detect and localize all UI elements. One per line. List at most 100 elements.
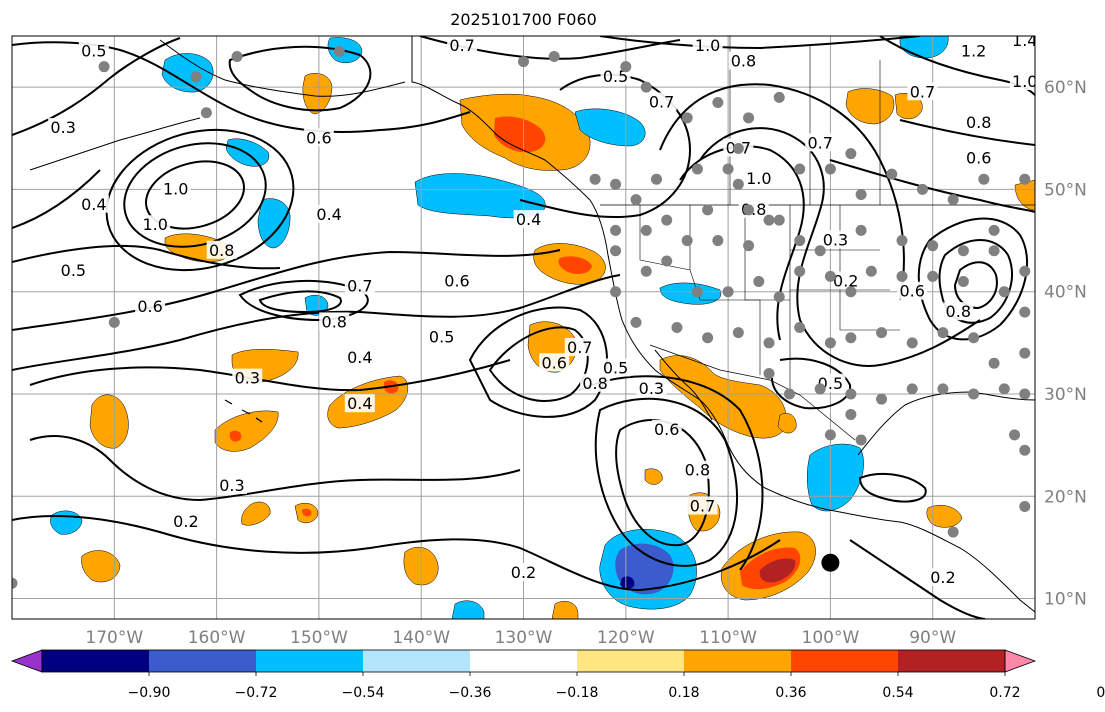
contour-label-bg [897, 281, 928, 300]
contour-label: 1.4 [1012, 31, 1037, 50]
anomaly-positive-core [229, 430, 242, 442]
contour-label: 0.6 [444, 271, 469, 290]
station-marker [722, 286, 734, 298]
station-marker [763, 368, 775, 380]
station-marker [845, 388, 857, 400]
station-marker [722, 163, 734, 175]
contour-label-bg [78, 194, 109, 213]
contour-label: 0.5 [603, 358, 628, 377]
contour-label: 0.4 [81, 195, 106, 214]
map-title: 2025101700 F060 [450, 10, 597, 29]
station-marker [906, 337, 918, 349]
contour-label: 0.2 [173, 512, 198, 531]
colorbar: −0.90 −0.72 −0.54 −0.36 −0.18 0.18 0.36 0.54 0.7… [10, 649, 1105, 701]
colorbar-segment [577, 650, 685, 672]
contour-label-bg [963, 112, 994, 131]
station-marker [824, 270, 836, 282]
colorbar-extend-high [1004, 649, 1037, 673]
station-marker [12, 577, 18, 589]
station-marker [732, 178, 744, 190]
contour-label-bg [135, 297, 166, 316]
colorbar-segment [149, 650, 257, 672]
longitude-tick-label: 120°W [597, 628, 655, 648]
contour-label-bg [447, 36, 478, 55]
contour-line [258, 290, 342, 314]
contour-label-bg [48, 118, 79, 137]
contour-label-bg [344, 276, 375, 295]
latitude-tick-label: 40°N [1044, 283, 1087, 303]
station-marker [906, 383, 918, 395]
contour-line [938, 239, 1013, 324]
contour-line [29, 359, 511, 392]
contour-label-bg [508, 562, 539, 581]
contour-label-bg [692, 36, 723, 55]
contour-label: 0.8 [731, 52, 756, 71]
station-marker [712, 235, 724, 247]
contour-label-bg [160, 179, 191, 198]
station-marker [1019, 347, 1031, 359]
contour-label-bg [963, 148, 994, 167]
station-marker [794, 235, 806, 247]
colorbar-segment [363, 650, 471, 672]
anomaly-positive-core [558, 256, 592, 274]
contour-label: 0.3 [50, 118, 75, 137]
station-marker [190, 71, 202, 83]
latitude-tick-label: 50°N [1044, 180, 1087, 200]
contour-label-bg [426, 327, 457, 346]
station-marker [702, 332, 714, 344]
contour-label: 0.6 [966, 149, 991, 168]
station-marker [896, 235, 908, 247]
contour-label: 0.3 [235, 369, 260, 388]
anomaly-positive-region [1014, 179, 1035, 211]
contour-line [12, 515, 781, 592]
station-marker [702, 204, 714, 216]
contour-line [29, 435, 521, 502]
latitude-tick-label: 20°N [1044, 487, 1087, 507]
contour-label: 0.7 [567, 338, 592, 357]
station-marker [1019, 444, 1031, 456]
contour-label: 1.0 [746, 169, 771, 188]
contour-label: 1.0 [695, 36, 720, 55]
station-marker [855, 434, 867, 446]
station-marker [814, 245, 826, 257]
colorbar-extend-low [10, 649, 43, 673]
colorbar-tick-label: 0.54 [882, 685, 913, 701]
anomaly-positive-region [551, 601, 579, 619]
station-marker [681, 112, 693, 124]
contour-label-bg [344, 394, 375, 413]
station-marker [947, 526, 959, 538]
station-marker [610, 224, 622, 236]
contour-label: 0.6 [137, 297, 162, 316]
station-marker [712, 96, 724, 108]
longitude-tick-labels: 170°W 160°W 150°W 140°W 130°W 120°W 110°W 100°W… [85, 628, 956, 648]
colorbar-segment [684, 650, 792, 672]
station-marker [916, 183, 928, 195]
station-marker [763, 337, 775, 349]
contour-label: 0.4 [316, 205, 341, 224]
contour-label-bg [303, 128, 334, 147]
anomaly-positive-region [241, 501, 271, 526]
longitude-tick-label: 160°W [188, 628, 246, 648]
station-marker [937, 327, 949, 339]
longitude-tick-label: 100°W [802, 628, 860, 648]
contour-label-bg [344, 348, 375, 367]
contour-label-bg [140, 215, 171, 234]
contour-line [12, 249, 561, 331]
station-marker [988, 245, 1000, 257]
contour-label: 0.6 [654, 420, 679, 439]
map-area: 0.50.30.41.01.00.80.50.60.60.40.70.80.60… [12, 31, 1037, 619]
station-marker [763, 214, 775, 226]
contour-label-bg [805, 133, 836, 152]
station-markers [12, 45, 1031, 589]
north-america-west-coast [411, 36, 1035, 613]
station-marker [108, 316, 120, 328]
contour-label: 0.4 [516, 210, 541, 229]
station-marker [814, 383, 826, 395]
anomaly-negative-region [161, 53, 214, 93]
station-marker [548, 50, 560, 62]
station-marker [968, 388, 980, 400]
contour-label-bg [636, 378, 667, 397]
station-marker [630, 194, 642, 206]
station-marker [998, 286, 1010, 298]
anomaly-positive-region [926, 505, 963, 528]
